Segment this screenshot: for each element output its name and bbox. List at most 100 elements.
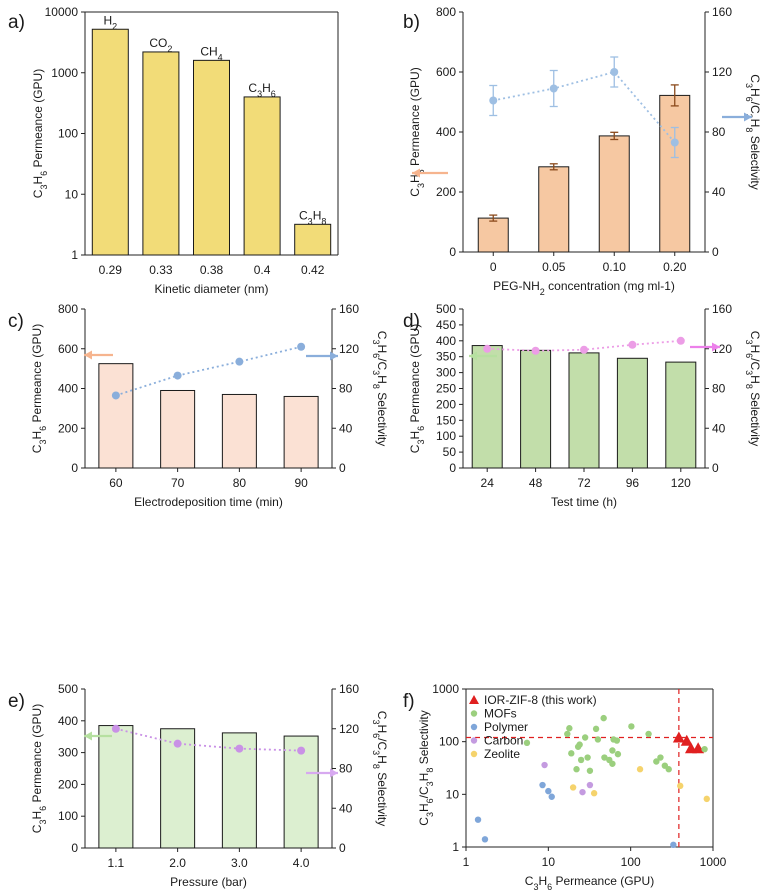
y2-tick-label: 80 [712, 125, 726, 139]
data-point-triangle [680, 734, 693, 746]
y2-tick-label: 80 [339, 382, 353, 396]
x-tick-label: 0.38 [200, 263, 224, 277]
bar [598, 135, 630, 253]
data-point [601, 754, 608, 761]
x-axis-title: Test time (h) [551, 495, 617, 509]
y-tick-label: 800 [436, 5, 456, 19]
selectivity-line [493, 70, 676, 144]
panel-1: b) 0 200 400 600 800 0 40 80 120 160 0 0.05 0.10 0.20 C… [403, 5, 762, 297]
legend-label: IOR-ZIF-8 (this work) [484, 693, 597, 707]
y-axis-title: C3H6 Permeance (GPU) [408, 67, 426, 196]
data-point-triangle [672, 731, 685, 743]
x-tick-label: 10 [542, 855, 556, 869]
x-axis-title: PEG-NH2 concentration (mg ml-1) [493, 279, 675, 297]
data-point [564, 730, 571, 738]
panel-f: f) 1 10 100 1000 1 10 100 1000 IOR-ZIF-8 (this wo… [403, 682, 727, 892]
data-point [539, 781, 546, 789]
data-point [545, 787, 552, 795]
y-tick-label: 0 [71, 461, 78, 475]
data-point [653, 758, 660, 765]
y-axis-title: C3H6 Permeance (GPU) [30, 704, 48, 833]
y-tick-label: 100 [436, 429, 456, 443]
y2-axis-title: C3H6/C3H8 Selectivity [744, 331, 762, 446]
y2-tick-label: 160 [712, 302, 732, 316]
y-tick-label: 100 [58, 809, 78, 823]
legend-label: MOFs [484, 707, 517, 721]
panel-label: b) [403, 12, 420, 33]
y-tick-label: 200 [58, 421, 78, 435]
data-point [576, 741, 583, 748]
y2-tick-label: 160 [339, 682, 359, 696]
bar [294, 223, 332, 256]
data-point [579, 788, 586, 796]
bar [98, 725, 134, 849]
x-tick-label: 96 [626, 476, 640, 490]
y-tick-label: 0 [449, 461, 456, 475]
bar [98, 363, 134, 469]
panel-label: e) [8, 691, 25, 712]
y-tick-label: 0 [71, 841, 78, 855]
x-tick-label: 0.42 [301, 263, 325, 277]
y-tick-label: 50 [443, 445, 457, 459]
y2-axis-title: C3H6/C3H8 Selectivity [371, 711, 389, 826]
selectivity-point [676, 336, 685, 345]
y-tick-label: 200 [58, 777, 78, 791]
bar [659, 94, 691, 253]
bar [91, 28, 129, 256]
data-point [592, 725, 600, 733]
y-tick-label: 1 [452, 840, 459, 854]
selectivity-point [610, 68, 619, 76]
selectivity-point [489, 96, 498, 105]
legend-marker [470, 710, 478, 717]
selectivity-point [235, 744, 244, 753]
axis-arrow [306, 351, 338, 361]
panel-4: e) 0 100 200 300 400 500 0 40 80 120 160 1.1 2.0 3.0 4.… [8, 682, 389, 889]
x-tick-label: 1.1 [108, 856, 125, 870]
x-tick-label: 1 [463, 855, 470, 869]
panel-label: c) [8, 311, 24, 332]
data-point [677, 782, 684, 790]
x-tick-label: 100 [621, 855, 641, 869]
x-axis-title: C3H6 Permeance (GPU) [525, 874, 654, 892]
x-tick-label: 0.10 [603, 260, 627, 274]
y-axis-title: C3H6 Permeance (GPU) [31, 69, 49, 198]
y-axis-title: C3H6/C3H8 Selectivity [417, 710, 435, 825]
y2-tick-label: 80 [712, 382, 726, 396]
bar-label: C3H6 [248, 81, 275, 99]
selectivity-point [628, 340, 637, 349]
data-point [568, 750, 575, 757]
x-tick-label: 0 [490, 260, 497, 274]
x-tick-label: 48 [529, 476, 543, 490]
data-point [614, 750, 622, 758]
panel-2: c) 0 200 400 600 800 0 40 80 120 160 60 70 80 90 C3H6 P… [8, 302, 389, 509]
x-tick-label: 72 [577, 476, 591, 490]
y-tick-label: 400 [436, 334, 456, 348]
y2-tick-label: 40 [339, 421, 353, 435]
y-tick-label: 300 [436, 366, 456, 380]
x-tick-label: 4.0 [293, 856, 310, 870]
selectivity-point [483, 344, 492, 353]
y-tick-label: 0 [449, 245, 456, 259]
y-tick-label: 800 [58, 302, 78, 316]
panel-label: a) [8, 12, 25, 33]
selectivity-point [173, 371, 182, 380]
y-tick-label: 400 [436, 125, 456, 139]
axis-arrow [412, 168, 448, 178]
panel-label: d) [403, 311, 420, 332]
x-axis-title: Pressure (bar) [170, 875, 247, 889]
y-axis-title: C3H6 Permeance (GPU) [30, 324, 48, 453]
y-tick-label: 500 [436, 302, 456, 316]
selectivity-point [549, 84, 558, 93]
x-axis-title: Electrodeposition time (min) [134, 495, 283, 509]
y2-tick-label: 160 [712, 5, 732, 19]
x-tick-label: 120 [671, 476, 691, 490]
y2-tick-label: 80 [339, 762, 353, 776]
data-point [541, 761, 548, 769]
bar [520, 349, 552, 469]
legend-marker [470, 750, 478, 758]
legend-marker [470, 723, 478, 731]
axis-arrow [469, 351, 497, 361]
bar-label: H2 [103, 13, 117, 31]
x-tick-label: 1000 [700, 855, 727, 869]
